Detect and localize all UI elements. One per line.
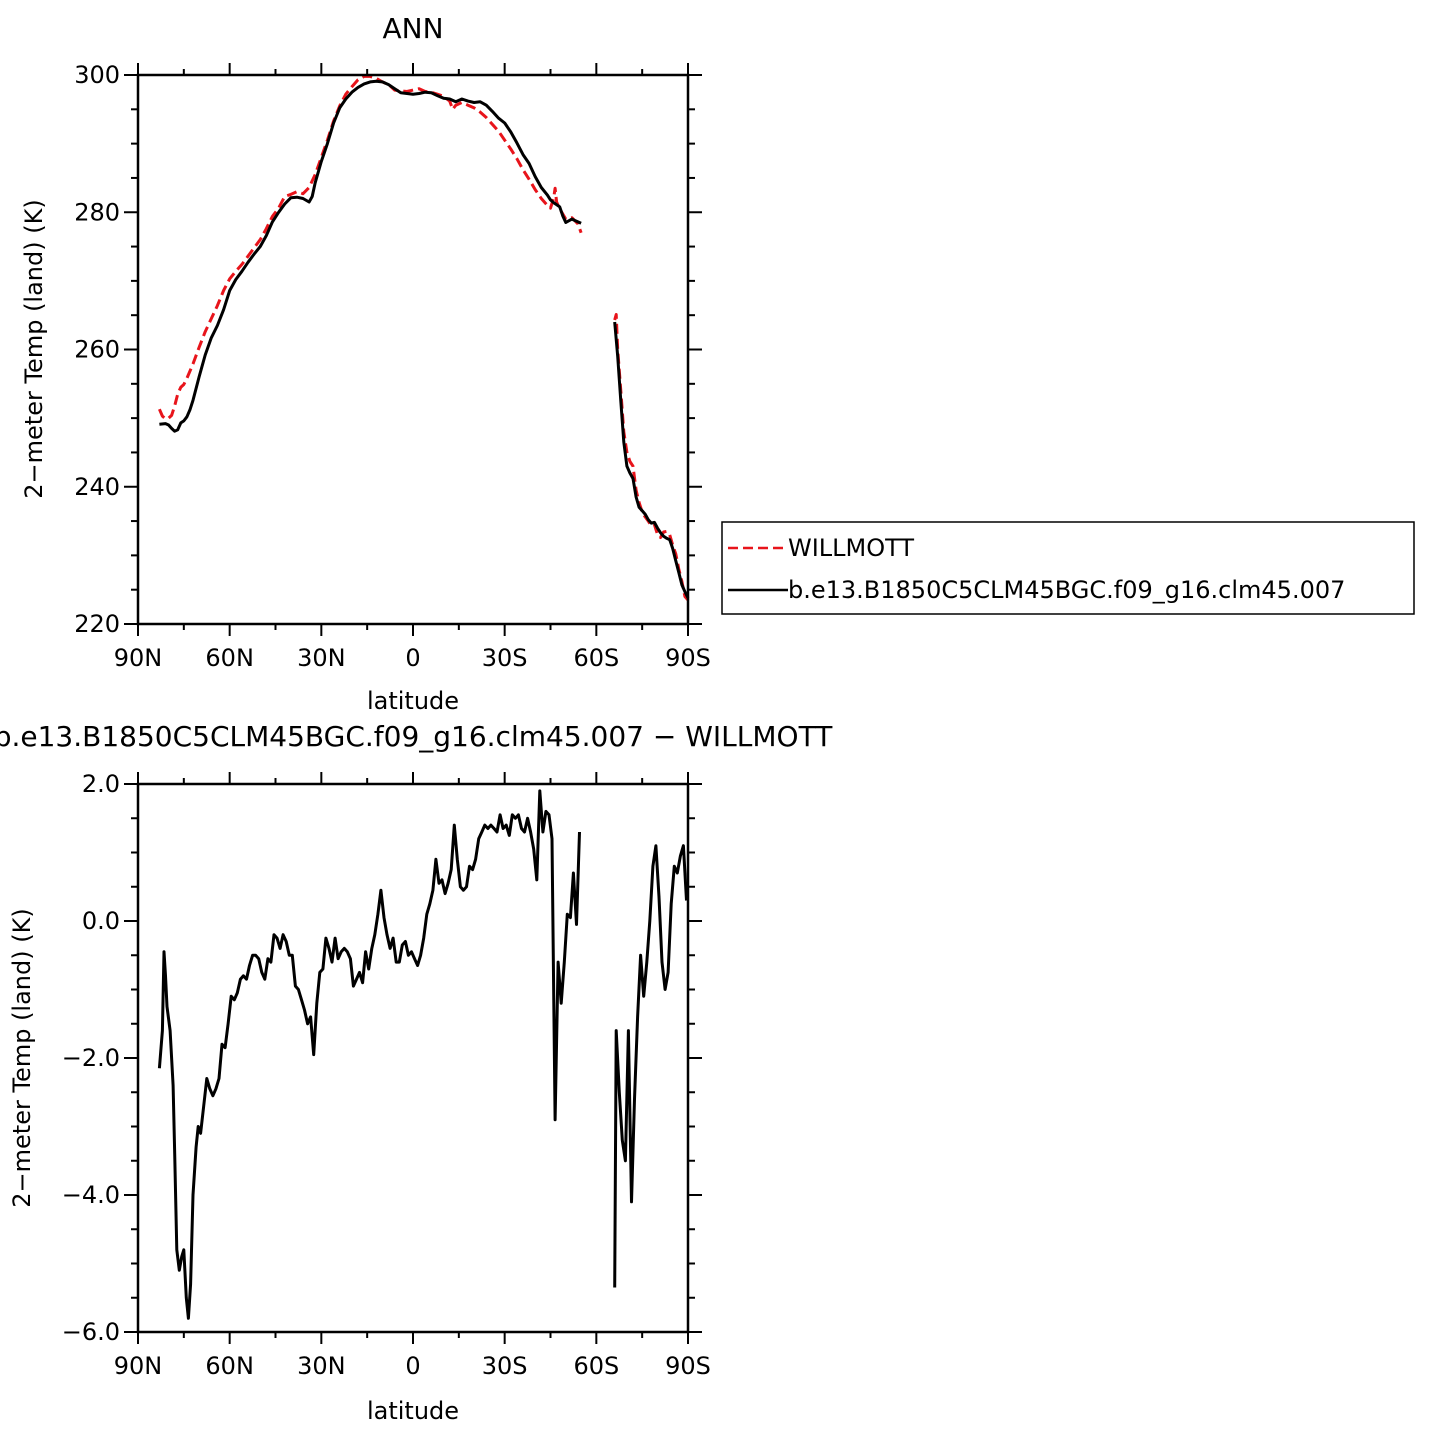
bottom-x-tick-label: 60N — [205, 1352, 254, 1380]
legend: WILLMOTT b.e13.B1850C5CLM45BGC.f09_g16.c… — [721, 521, 1415, 615]
top-axis-ticks: 90N 60N 30N 0 30S 60S 90S 220 240 260 280 300 — [74, 61, 711, 672]
top-x-tick-label: 60N — [205, 644, 254, 672]
bottom-x-tick-label: 90S — [665, 1352, 711, 1380]
legend-frame — [721, 521, 1415, 615]
bottom-y-tick-label: −4.0 — [62, 1181, 120, 1209]
bottom-y-axis-title: 2−meter Temp (land) (K) — [8, 908, 36, 1207]
bottom-x-tick-label: 30N — [297, 1352, 346, 1380]
legend-willmott-label: WILLMOTT — [788, 534, 914, 562]
bottom-y-tick-label: 2.0 — [82, 770, 120, 798]
top-y-axis-title: 2−meter Temp (land) (K) — [20, 199, 48, 498]
bottom-x-axis-title: latitude — [367, 1397, 459, 1425]
top-series-1-line-segment-0 — [159, 79, 582, 433]
legend-model-label: b.e13.B1850C5CLM45BGC.f09_g16.clm45.007 — [788, 576, 1345, 604]
bottom-axis-ticks: 90N 60N 30N 0 30S 60S 90S −6.0 −4.0 −2.0 0.0 2.0 — [62, 770, 711, 1380]
bottom-x-tick-label: 60S — [573, 1352, 619, 1380]
top-x-tick-label: 30S — [482, 644, 528, 672]
top-plot-title: ANN — [382, 12, 443, 45]
bottom-plot-title: b.e13.B1850C5CLM45BGC.f09_g16.clm45.007 … — [0, 720, 833, 753]
bottom-x-tick-label: 0 — [405, 1352, 420, 1380]
top-series-lines — [158, 74, 690, 601]
bottom-panel: b.e13.B1850C5CLM45BGC.f09_g16.clm45.007 … — [0, 720, 833, 1425]
top-x-tick-label: 60S — [573, 644, 619, 672]
top-plot-frame — [136, 73, 690, 626]
top-x-tick-label: 90N — [114, 644, 163, 672]
top-panel: ANN 90N 60N 30N 0 30S 60S 90S 220 240 260 280 300 l… — [20, 12, 711, 715]
top-x-tick-label: 0 — [405, 644, 420, 672]
bottom-series-0-line-segment-0 — [157, 789, 581, 1320]
top-x-tick-label: 30N — [297, 644, 346, 672]
top-y-tick-label: 220 — [74, 610, 120, 638]
bottom-x-tick-label: 30S — [482, 1352, 528, 1380]
top-y-tick-label: 260 — [74, 336, 120, 364]
bottom-series-lines — [157, 789, 688, 1320]
bottom-y-tick-label: −6.0 — [62, 1318, 120, 1346]
top-series-0-line-segment-0 — [158, 74, 583, 421]
bottom-x-tick-label: 90N — [114, 1352, 163, 1380]
top-y-tick-label: 280 — [74, 198, 120, 226]
top-y-tick-label: 300 — [74, 61, 120, 89]
top-x-tick-label: 90S — [665, 644, 711, 672]
top-y-tick-label: 240 — [74, 473, 120, 501]
bottom-series-0-line-segment-1 — [613, 844, 688, 1288]
bottom-y-tick-label: −2.0 — [62, 1044, 120, 1072]
bottom-y-tick-label: 0.0 — [82, 907, 120, 935]
top-series-1-line-segment-1 — [613, 321, 690, 599]
top-x-axis-title: latitude — [367, 687, 459, 715]
